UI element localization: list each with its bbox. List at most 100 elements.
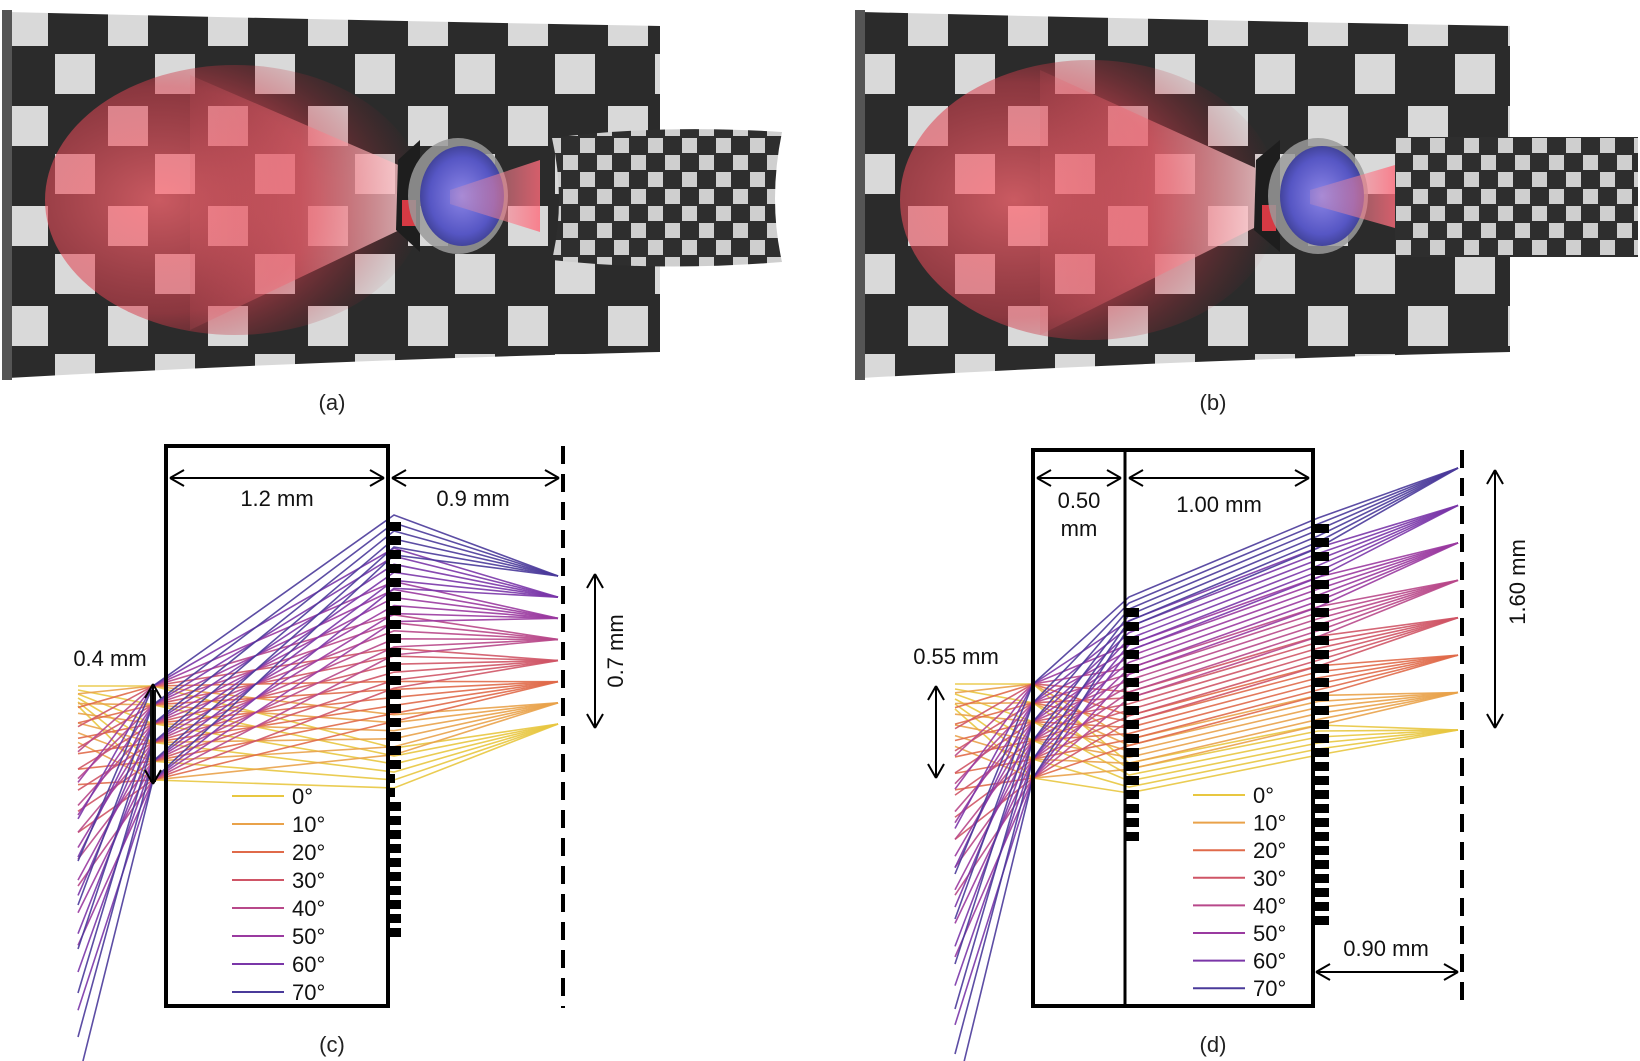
ray-path [77, 514, 559, 862]
grating-tooth [389, 550, 401, 559]
grating-tooth [1313, 762, 1329, 771]
legend-label: 60° [1253, 949, 1286, 974]
svg-text:0.55 mm: 0.55 mm [913, 644, 999, 669]
grating-tooth [1125, 790, 1139, 799]
lens-module [1254, 138, 1395, 254]
lens-boundary [164, 444, 390, 1008]
grating-tooth [1125, 832, 1139, 841]
panel-a-render: (a) [2, 10, 782, 415]
ray-path [954, 467, 1459, 965]
svg-text:0.9 mm: 0.9 mm [436, 486, 509, 511]
grating-tooth [1125, 734, 1139, 743]
grating-tooth [389, 704, 401, 713]
ray-path [77, 638, 559, 887]
grating-tooth [1313, 748, 1329, 757]
ray-path [77, 702, 559, 724]
grating-tooth [1313, 916, 1329, 925]
ray-path [954, 467, 1459, 1055]
grating-tooth [1125, 692, 1139, 701]
grating-tooth [389, 746, 401, 755]
red-beam-cone [190, 75, 410, 330]
legend-label: 40° [292, 896, 325, 921]
grating-tooth [1125, 608, 1139, 617]
panel-d-raytrace: 0.50 mm 1.00 mm 0.55 mm 1.60 mm 0.90 mm … [913, 448, 1530, 1061]
ray-path [82, 554, 559, 1061]
dimension-lens-width: 1.2 mm [169, 469, 385, 511]
grating-tooth [1313, 594, 1329, 603]
ray-path [954, 504, 1459, 908]
distorted-image [552, 129, 782, 267]
ray-path [77, 693, 559, 765]
grating-tooth [1313, 622, 1329, 631]
grating-tooth [1313, 552, 1329, 561]
grating-tooth [1313, 888, 1329, 897]
grating-tooth [389, 886, 401, 895]
ray-path [77, 546, 559, 1038]
svg-text:0.4 mm: 0.4 mm [73, 646, 146, 671]
ray-path [954, 542, 1459, 958]
legend-label: 0° [292, 784, 313, 809]
screen-edge [855, 10, 865, 380]
dimension-gap: 0.9 mm [391, 469, 560, 511]
ray-path [77, 680, 559, 755]
grating-tooth [389, 802, 401, 811]
svg-text:mm: mm [1061, 516, 1098, 541]
ray-path [77, 587, 559, 1011]
ray-path [954, 467, 1459, 920]
metasurface-grating-2 [1313, 524, 1329, 925]
ray-path [77, 530, 559, 950]
grating-tooth [1313, 832, 1329, 841]
grating-tooth [1125, 706, 1139, 715]
grating-tooth [1125, 762, 1139, 771]
grating-tooth [389, 732, 401, 741]
grating-tooth [1313, 664, 1329, 673]
svg-text:0.7 mm: 0.7 mm [603, 614, 628, 687]
ray-path [77, 547, 559, 820]
grating-tooth [1125, 804, 1139, 813]
ray-path [77, 680, 559, 740]
caption-b: (b) [1200, 390, 1227, 415]
grating-tooth [1125, 636, 1139, 645]
legend-label: 10° [292, 812, 325, 837]
grating-tooth [1313, 692, 1329, 701]
ray-path [954, 703, 1459, 788]
grating-tooth [389, 900, 401, 909]
grating-tooth [1313, 874, 1329, 883]
ray-path [954, 467, 1459, 875]
ray-path [77, 659, 559, 770]
grating-tooth [389, 844, 401, 853]
ray-path [77, 596, 559, 848]
ray-path [954, 542, 1459, 891]
ray-path [77, 622, 559, 780]
rays-c [77, 514, 559, 1061]
grating-tooth [389, 564, 401, 573]
grating-tooth [1125, 776, 1139, 785]
ray-path [77, 680, 559, 724]
grating-tooth [1313, 678, 1329, 687]
ray-path [77, 588, 559, 816]
panel-b-render: (b) [855, 10, 1638, 415]
grating-tooth [389, 662, 401, 671]
legend-c: 0° 10° 20° 30° 40° 50° 60° 70° [232, 784, 325, 1005]
grating-tooth [1313, 524, 1329, 533]
grating-tooth [1125, 678, 1139, 687]
ray-path [954, 542, 1459, 790]
grating-tooth [1313, 776, 1329, 785]
caption-a: (a) [319, 390, 346, 415]
red-beam-cone [1040, 70, 1260, 335]
grating-tooth [389, 648, 401, 657]
legend-label: 60° [292, 952, 325, 977]
grating-tooth [1125, 664, 1139, 673]
dimension-image-height: 0.7 mm [586, 573, 628, 729]
legend-label: 20° [1253, 838, 1286, 863]
grating-tooth [389, 788, 395, 797]
grating-tooth [389, 676, 401, 685]
dimension-image-height: 1.60 mm [1486, 469, 1530, 729]
grating-tooth [389, 718, 401, 727]
ray-path [954, 693, 1459, 776]
ray-path [954, 691, 1459, 759]
legend-label: 70° [292, 980, 325, 1005]
legend-label: 50° [1253, 921, 1286, 946]
grating-tooth [389, 928, 401, 937]
